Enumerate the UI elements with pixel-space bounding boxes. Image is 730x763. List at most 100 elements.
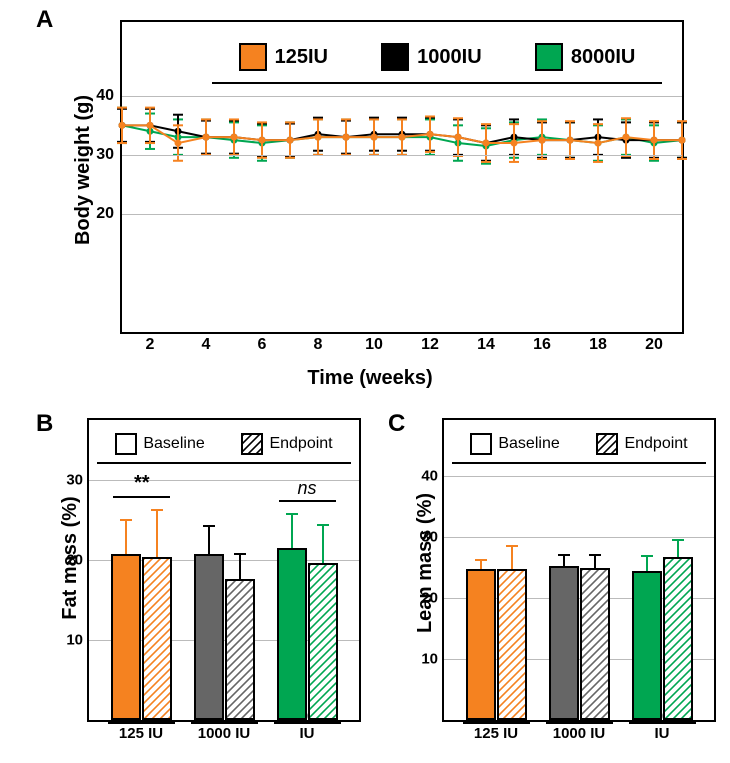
- legend-label: Endpoint: [269, 435, 332, 453]
- x-tick-label: 20: [645, 336, 663, 354]
- error-bar: [677, 540, 679, 557]
- panelB-plot-area: 102030125 IU**1000 IU8000 IUns: [89, 464, 359, 720]
- panelC-legend: Baseline Endpoint: [452, 426, 706, 464]
- group-label: 125 IU: [119, 725, 163, 742]
- y-tick-label: 20: [412, 590, 438, 607]
- legend-item-8000: 8000IU: [535, 43, 636, 71]
- group-underline: [191, 722, 258, 724]
- error-bar-cap: [558, 554, 570, 556]
- panelB-legend: Baseline Endpoint: [97, 426, 351, 464]
- bar-baseline: [194, 554, 224, 720]
- y-tick-label: 20: [57, 552, 83, 569]
- legend-swatch: [381, 43, 409, 71]
- panelC-plot-area: 10203040125 IU1000 IU8000 IU: [444, 464, 714, 720]
- panelA-legend: 125IU 1000IU 8000IU: [212, 32, 662, 84]
- error-bar: [208, 526, 210, 553]
- group-underline: [108, 722, 175, 724]
- error-bar-cap: [589, 554, 601, 556]
- x-tick-label: 6: [258, 336, 267, 354]
- y-tick-label: 30: [412, 529, 438, 546]
- error-bar: [125, 520, 127, 554]
- bar-endpoint: [225, 579, 255, 720]
- significance-label: **: [133, 472, 149, 495]
- bar-baseline: [277, 548, 307, 720]
- x-tick-label: 16: [533, 336, 551, 354]
- group-underline: [546, 722, 613, 724]
- y-tick-label: 40: [412, 468, 438, 485]
- bar-endpoint: [142, 557, 172, 720]
- error-bar-cap: [475, 559, 487, 561]
- x-tick-label: 10: [365, 336, 383, 354]
- error-bar: [480, 560, 482, 569]
- error-bar-cap: [151, 509, 163, 511]
- bar-baseline: [111, 554, 141, 720]
- error-bar: [594, 555, 596, 567]
- x-tick-label: 2: [146, 336, 155, 354]
- error-bar-cap: [317, 524, 329, 526]
- bar-endpoint: [497, 569, 527, 720]
- legend-label: Endpoint: [624, 435, 687, 453]
- error-bar: [322, 525, 324, 563]
- legend-item-1000: 1000IU: [381, 43, 482, 71]
- gridline: [122, 214, 682, 215]
- legend-swatch: [239, 43, 267, 71]
- group-label: 125 IU: [474, 725, 518, 742]
- error-bar-cap: [120, 519, 132, 521]
- group-label: 1000 IU: [198, 725, 251, 742]
- y-tick-label: 10: [57, 632, 83, 649]
- x-tick-label: 8: [314, 336, 323, 354]
- error-bar: [291, 514, 293, 548]
- panelC-y-axis-label: Lean mass (%): [414, 473, 437, 653]
- significance-line: [279, 500, 336, 502]
- panelA-plot-area: 2030402468101214161820: [122, 84, 682, 332]
- error-bar-cap: [203, 525, 215, 527]
- legend-label: Baseline: [498, 435, 559, 453]
- gridline: [444, 476, 714, 477]
- legend-label: 125IU: [275, 46, 328, 69]
- group-label: 1000 IU: [553, 725, 606, 742]
- panelA-x-axis-label: Time (weeks): [307, 367, 432, 390]
- legend-item-baseline: Baseline: [470, 433, 559, 455]
- panelA-series-svg: [122, 84, 682, 332]
- error-bar: [646, 556, 648, 571]
- x-tick-label: 18: [589, 336, 607, 354]
- legend-label: 8000IU: [571, 46, 636, 69]
- bar-endpoint: [308, 563, 338, 720]
- x-tick-label: 12: [421, 336, 439, 354]
- legend-label: 1000IU: [417, 46, 482, 69]
- significance-label: ns: [297, 478, 316, 499]
- legend-item-endpoint: Endpoint: [596, 433, 687, 455]
- bar-endpoint: [580, 568, 610, 720]
- panel-C: Lean mass (%) Baseline Endpoint 10203040…: [390, 418, 720, 748]
- panelB-plot-frame: Baseline Endpoint 102030125 IU**1000 IU8…: [87, 418, 361, 722]
- panelC-plot-frame: Baseline Endpoint 10203040125 IU1000 IU8…: [442, 418, 716, 722]
- panelA-plot-frame: 125IU 1000IU 8000IU 20304024681012141618…: [120, 20, 684, 334]
- legend-swatch-baseline: [115, 433, 137, 455]
- gridline: [89, 480, 359, 481]
- significance-line: [113, 496, 170, 498]
- x-tick-label: 14: [477, 336, 495, 354]
- legend-label: Baseline: [143, 435, 204, 453]
- bar-baseline: [549, 566, 579, 720]
- bar-baseline: [466, 569, 496, 720]
- error-bar: [239, 554, 241, 580]
- y-tick-label: 20: [84, 205, 114, 223]
- figure-root: A Body weight (g) Time (weeks) 125IU 100…: [0, 0, 730, 763]
- error-bar-cap: [286, 513, 298, 515]
- panel-B: Fat mass (%) Baseline Endpoint 102030125…: [35, 418, 365, 748]
- bar-endpoint: [663, 557, 693, 720]
- legend-swatch-baseline: [470, 433, 492, 455]
- error-bar-cap: [234, 553, 246, 555]
- bar-baseline: [632, 571, 662, 720]
- error-bar: [563, 555, 565, 566]
- error-bar-cap: [672, 539, 684, 541]
- legend-swatch-endpoint: [241, 433, 263, 455]
- error-bar-cap: [506, 545, 518, 547]
- x-tick-label: 4: [202, 336, 211, 354]
- legend-swatch-endpoint: [596, 433, 618, 455]
- y-tick-label: 40: [84, 87, 114, 105]
- y-tick-label: 30: [57, 472, 83, 489]
- error-bar-cap: [641, 555, 653, 557]
- y-tick-label: 30: [84, 146, 114, 164]
- panel-A: Body weight (g) Time (weeks) 125IU 1000I…: [40, 10, 700, 390]
